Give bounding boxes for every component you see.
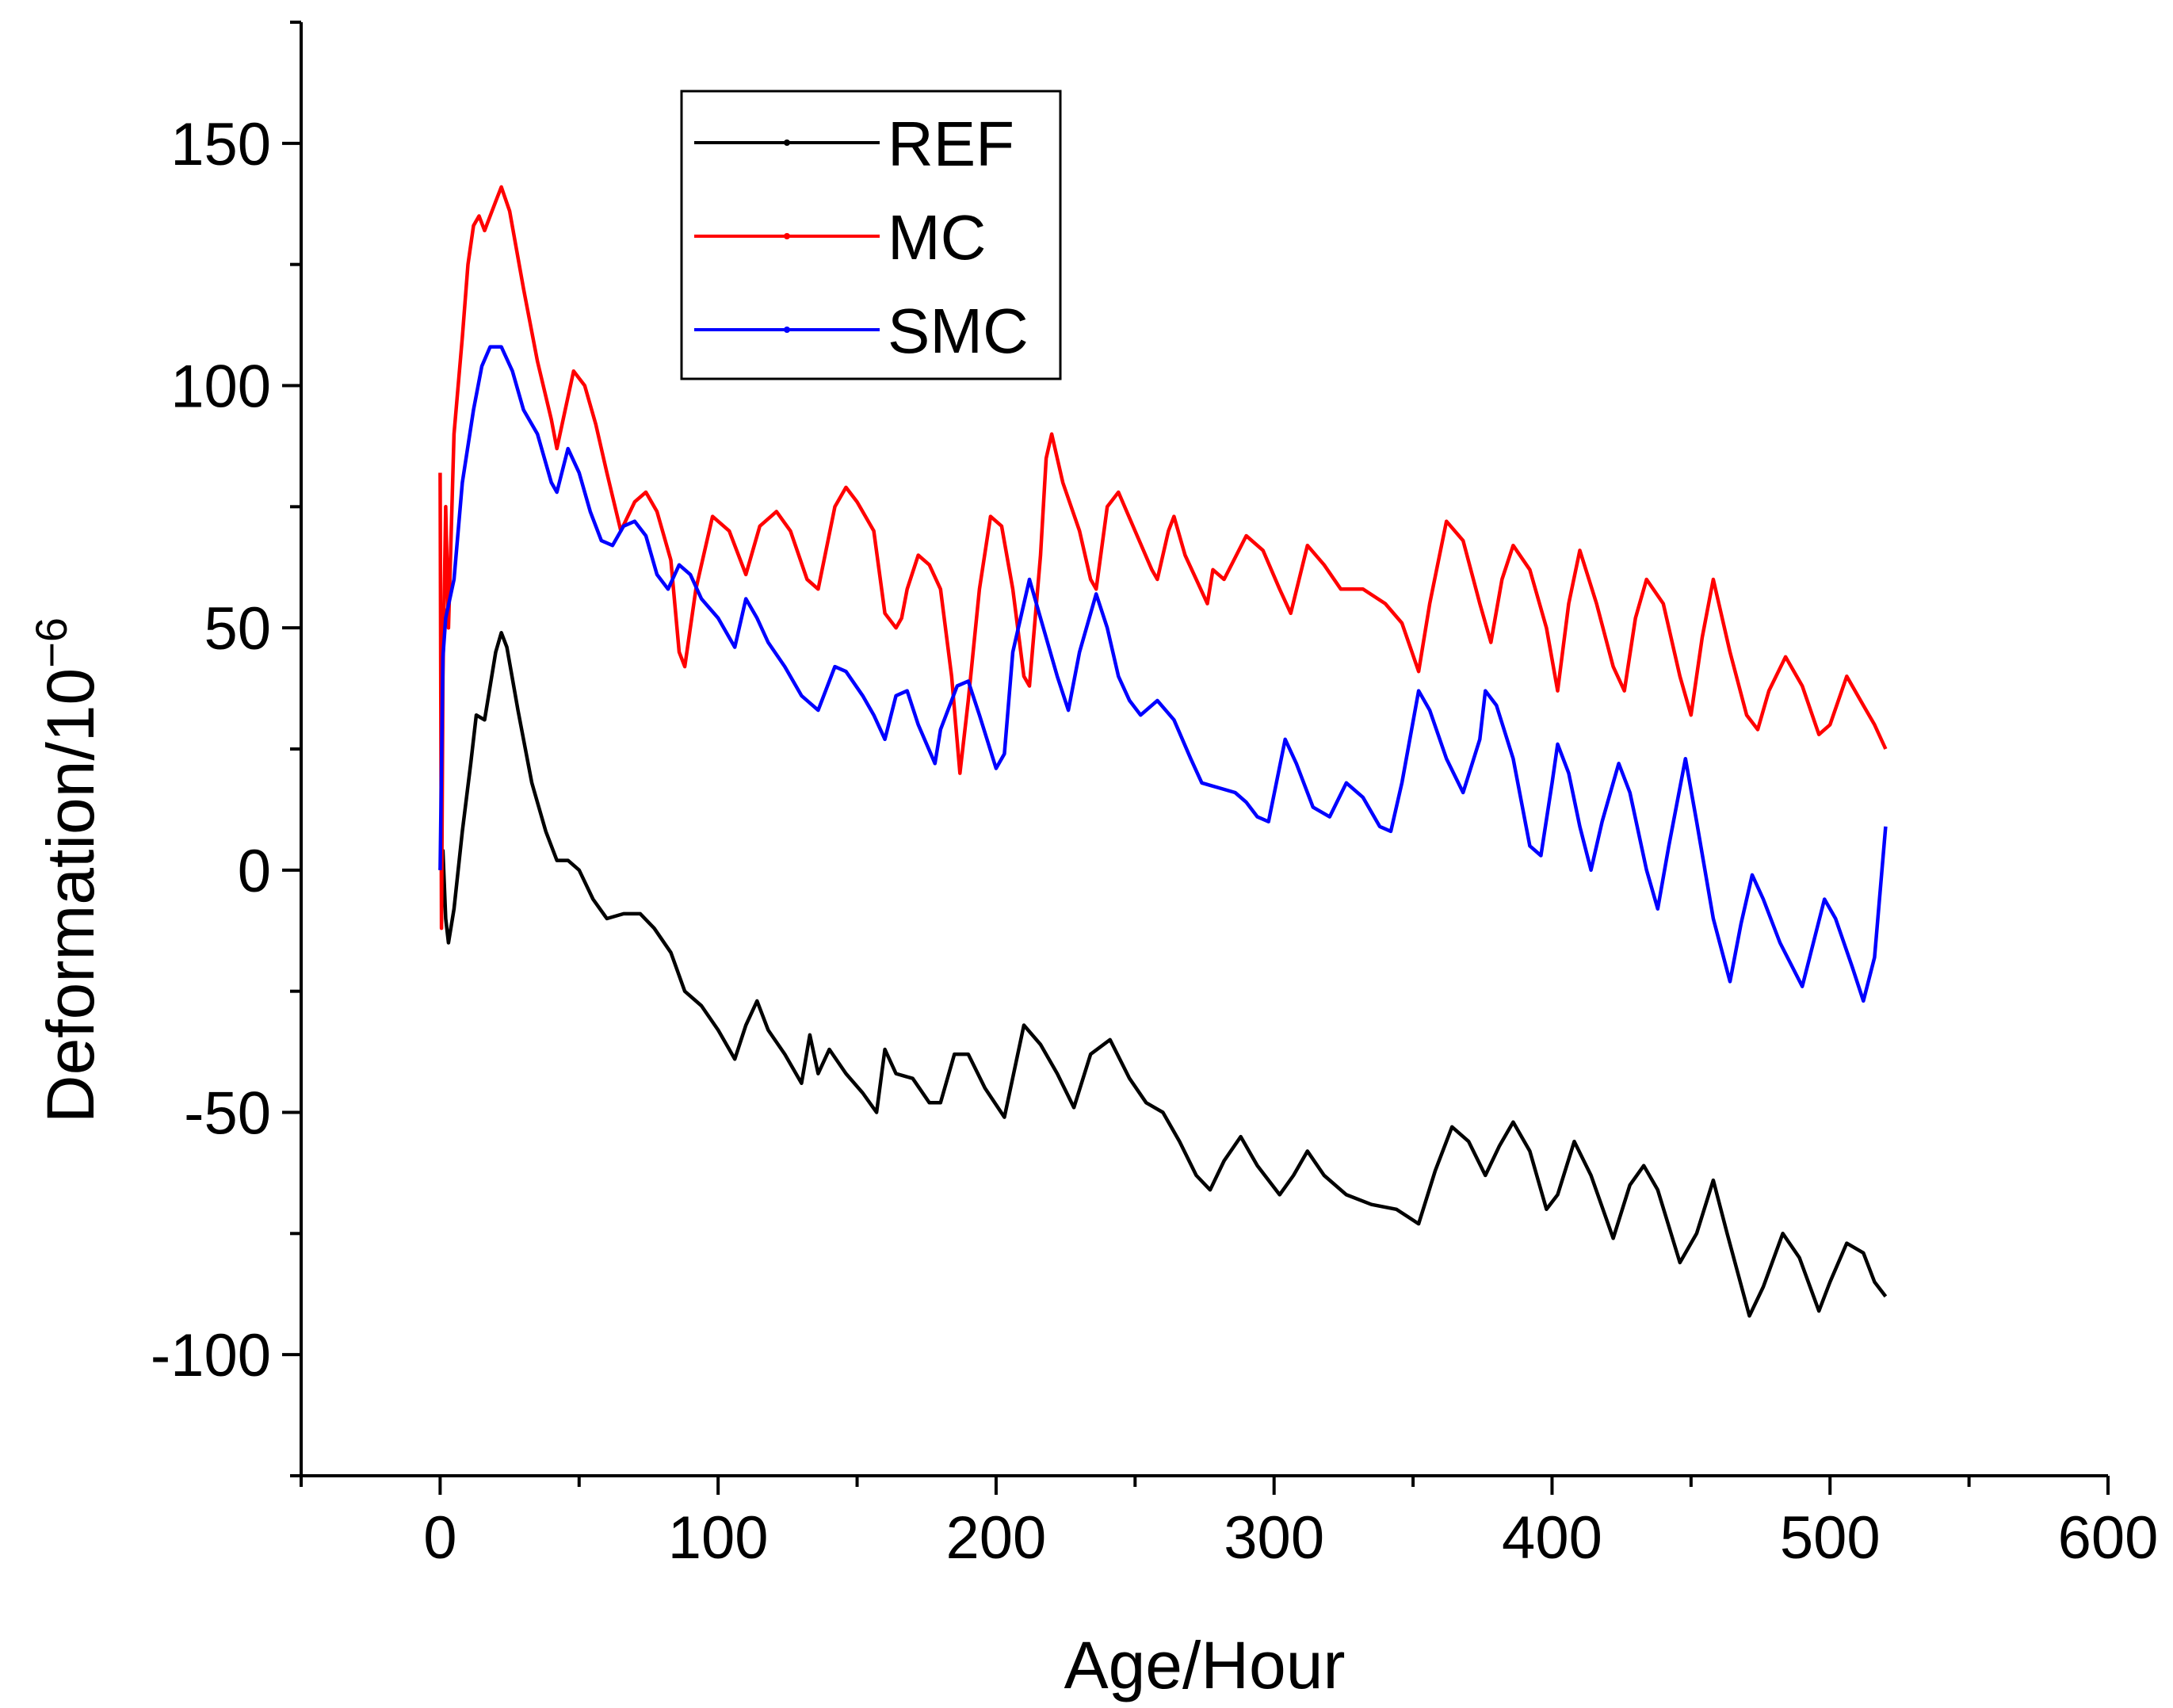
x-tick-label: 100	[668, 1504, 769, 1572]
x-tick-label: 300	[1224, 1504, 1324, 1572]
legend-item-smc: SMC	[694, 296, 1029, 366]
legend-label-mc: MC	[888, 202, 986, 273]
x-tick-label: 200	[946, 1504, 1047, 1572]
x-axis-title: Age/Hour	[1064, 1628, 1346, 1702]
legend-label-ref: REF	[888, 109, 1014, 179]
y-tick-label: 0	[238, 838, 271, 905]
x-tick-label: 0	[423, 1504, 456, 1572]
legend-items: REF MC SMC	[694, 109, 1029, 366]
series-ref	[438, 631, 1888, 1318]
y-tick-label: 150	[170, 111, 271, 178]
legend-label-smc: SMC	[888, 296, 1029, 366]
series-line-ref	[438, 631, 1888, 1318]
y-tick-label: 100	[170, 353, 271, 421]
series-line-smc	[438, 345, 1888, 1003]
legend-marker-smc	[784, 327, 790, 333]
y-axis-title-exponent: −6	[26, 617, 76, 668]
legend-item-ref: REF	[694, 109, 1014, 179]
series-smc	[438, 345, 1888, 1003]
x-tick-label: 600	[2058, 1504, 2159, 1572]
y-axis-title-base: Deformation/10	[33, 668, 108, 1123]
series-line-mc	[438, 185, 1888, 930]
x-tick-label: 500	[1780, 1504, 1881, 1572]
y-tick-label: 50	[204, 595, 271, 663]
legend-marker-mc	[784, 233, 790, 239]
x-tick-label: 400	[1502, 1504, 1602, 1572]
legend-marker-ref	[784, 139, 790, 146]
legend: REF MC SMC	[680, 90, 1062, 380]
y-tick-label: -100	[151, 1322, 271, 1389]
y-tick-label: -50	[184, 1080, 271, 1148]
ticks-layer: 0 100 200 300 400 500 600 -100 -50 0 50 100 150	[151, 21, 2159, 1572]
series-layer	[438, 185, 1888, 1318]
series-mc	[438, 185, 1888, 930]
legend-item-mc: MC	[694, 202, 986, 273]
y-axis-title: Deformation/10−6	[26, 617, 108, 1123]
